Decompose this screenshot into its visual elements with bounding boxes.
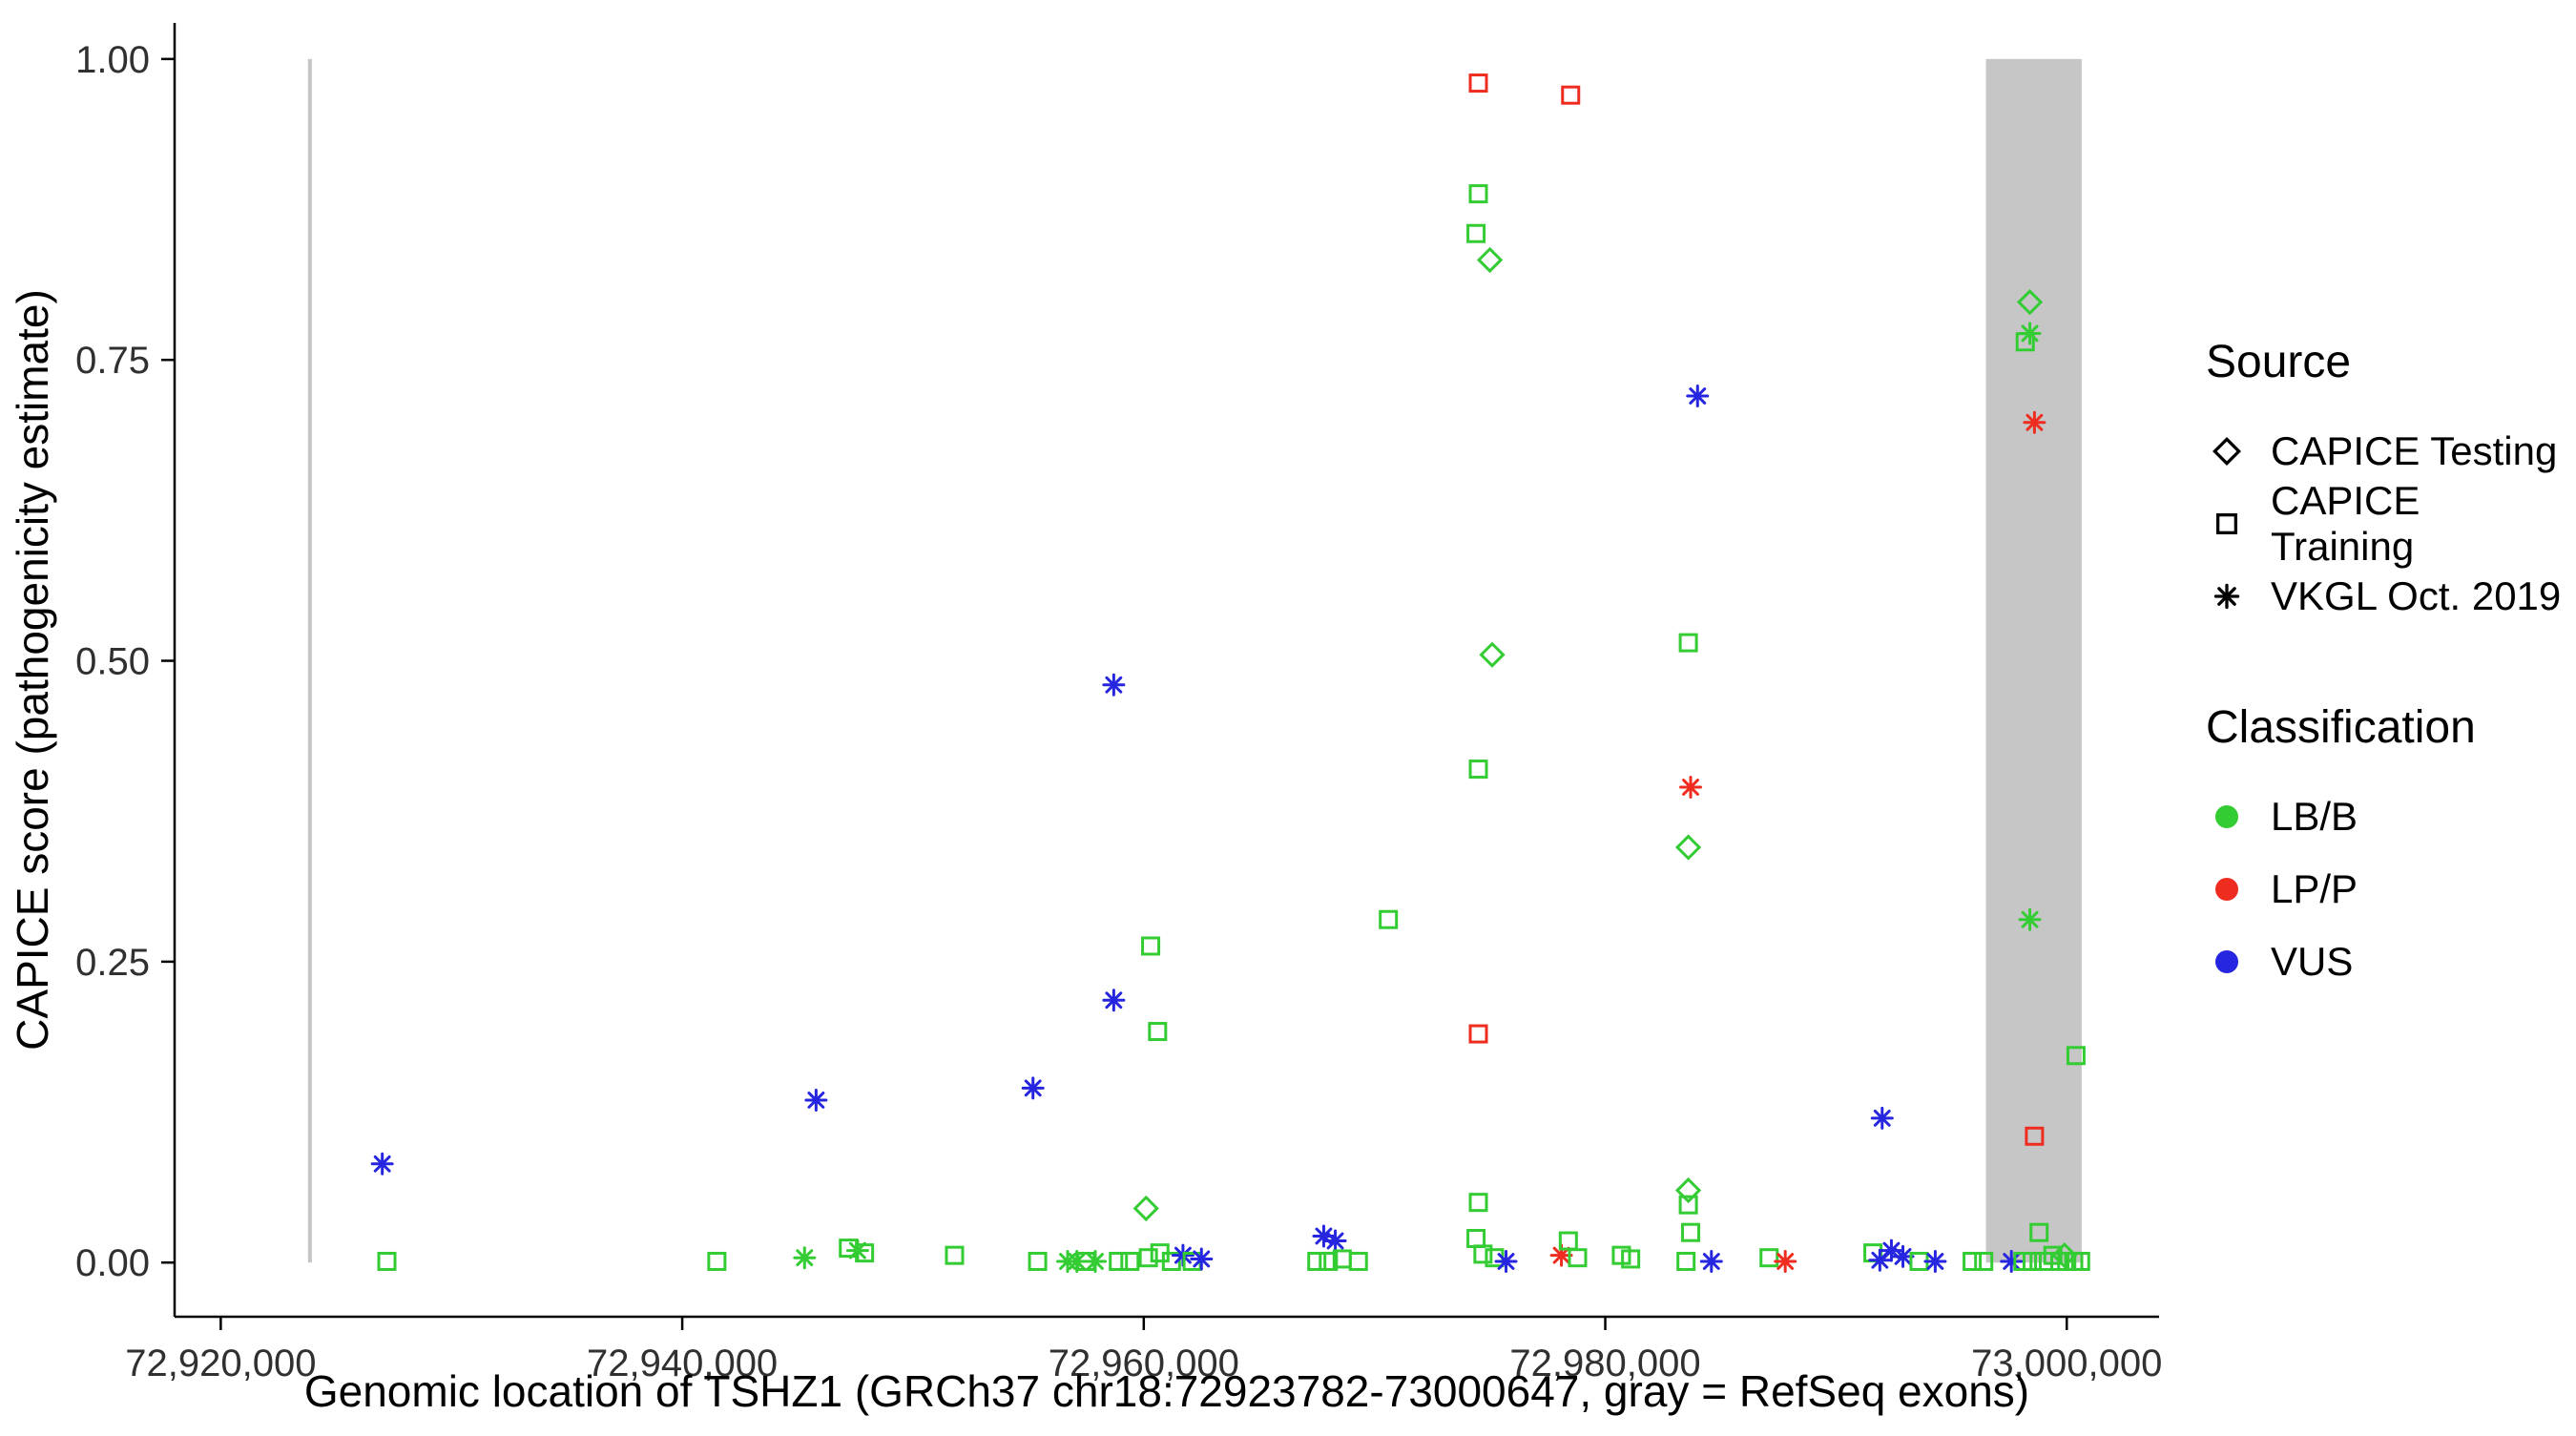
asterisk-icon (2206, 575, 2248, 617)
legend-item-vus: VUS (2206, 926, 2568, 998)
legend-item-label: VKGL Oct. 2019 (2271, 573, 2562, 618)
axes: 72,920,000 72,940,000 72,960,000 72,980,000… (75, 23, 2162, 1384)
legend-source-title: Source (2206, 337, 2352, 387)
refseq-exon-bands (307, 58, 2082, 1263)
legend-classification-section: Classification LB/B LP/P VUS (2206, 701, 2568, 998)
y-tick-label: 0.00 (75, 1242, 150, 1284)
legend-classification-title: Classification (2206, 702, 2476, 753)
legend-item-label: LB/B (2271, 794, 2358, 839)
y-tick-label: 1.00 (75, 39, 150, 81)
legend-item-label: LP/P (2271, 866, 2358, 911)
legend-item-label: VUS (2271, 939, 2354, 984)
x-tick-label: 72,980,000 (1509, 1342, 1700, 1384)
y-axis-title: CAPICE score (pathogenicity estimate) (8, 289, 57, 1051)
y-tick-label: 0.50 (75, 641, 150, 683)
legend-item-vkgl: VKGL Oct. 2019 (2206, 560, 2568, 633)
y-tick-label: 0.75 (75, 340, 150, 382)
legend-item-lbb: LB/B (2206, 780, 2568, 853)
red-dot-icon (2215, 878, 2238, 901)
x-tick-label: 72,920,000 (125, 1342, 316, 1384)
square-icon (2206, 503, 2248, 545)
diamond-icon (2206, 430, 2248, 472)
x-tick-label: 72,960,000 (1049, 1342, 1239, 1384)
x-axis-title: Genomic location of TSHZ1 (GRCh37 chr18:… (304, 1366, 2029, 1416)
legend-source-section: Source CAPICE Testing CAPICE Training VK… (2206, 336, 2568, 633)
blue-dot-icon (2215, 950, 2238, 973)
legend-item-label: CAPICE Training (2271, 478, 2420, 569)
data-points (370, 73, 2090, 1273)
legend-item-lpp: LP/P (2206, 853, 2568, 926)
legend-item-capice-testing: CAPICE Testing (2206, 415, 2568, 488)
y-tick-label: 0.25 (75, 942, 150, 984)
legend: Source CAPICE Testing CAPICE Training VK… (2206, 336, 2568, 998)
x-tick-label: 72,940,000 (587, 1342, 778, 1384)
legend-item-capice-training: CAPICE Training (2206, 478, 2568, 569)
green-dot-icon (2215, 805, 2238, 828)
x-tick-label: 73,000,000 (1971, 1342, 2162, 1384)
legend-item-label: CAPICE Testing (2271, 428, 2558, 473)
